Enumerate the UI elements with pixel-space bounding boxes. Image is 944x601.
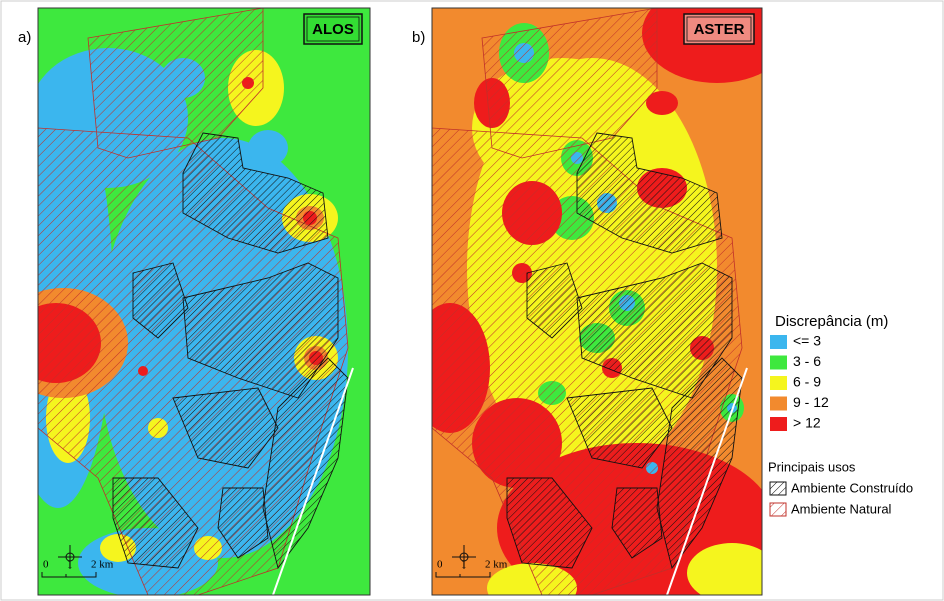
- legend-title: Discrepância (m): [775, 313, 888, 330]
- legend-swatch: [770, 376, 787, 390]
- surface-zone: [248, 130, 288, 166]
- map-title: ALOS: [312, 21, 354, 38]
- legend-swatch: [770, 417, 787, 431]
- figure: a) ALOS 0 1 2 km b) ASTER 0 1 2 km Discrepância (…: [0, 0, 944, 601]
- legend-label: 9 - 12: [793, 394, 829, 410]
- panel-label: a): [18, 29, 31, 46]
- page: {"panels": [ {"label": "a)", "title": "A…: [0, 0, 944, 601]
- legend-swatch: [770, 397, 787, 411]
- map-panel: [410, 0, 792, 601]
- natural-swatch: [770, 503, 786, 516]
- legend: <= 3 3 - 6 6 - 9 9 - 12 > 12: [770, 333, 829, 431]
- legend-label: > 12: [793, 415, 821, 431]
- built-swatch: [770, 482, 786, 495]
- legend-swatch: [770, 356, 787, 370]
- usos-item: Ambiente Construído: [791, 480, 913, 495]
- legend-label: 6 - 9: [793, 374, 821, 390]
- legend-label: 3 - 6: [793, 353, 821, 369]
- surface-zone: [687, 543, 777, 601]
- map-panel: [0, 8, 370, 598]
- scale-label: 1: [461, 559, 467, 571]
- legend-label: <= 3: [793, 333, 821, 349]
- scale-label: 2 km: [91, 559, 114, 571]
- scale-label: 2 km: [485, 559, 508, 571]
- scale-label: 0: [43, 559, 49, 571]
- panel-label: b): [412, 29, 425, 46]
- map-title: ASTER: [694, 21, 745, 38]
- legend-swatch: [770, 335, 787, 349]
- maps: a) ALOS 0 1 2 km b) ASTER 0 1 2 km: [0, 0, 792, 601]
- usos-title: Principais usos: [768, 459, 856, 474]
- usos-item: Ambiente Natural: [791, 501, 892, 516]
- scale-label: 0: [437, 559, 443, 571]
- scale-label: 1: [67, 559, 73, 571]
